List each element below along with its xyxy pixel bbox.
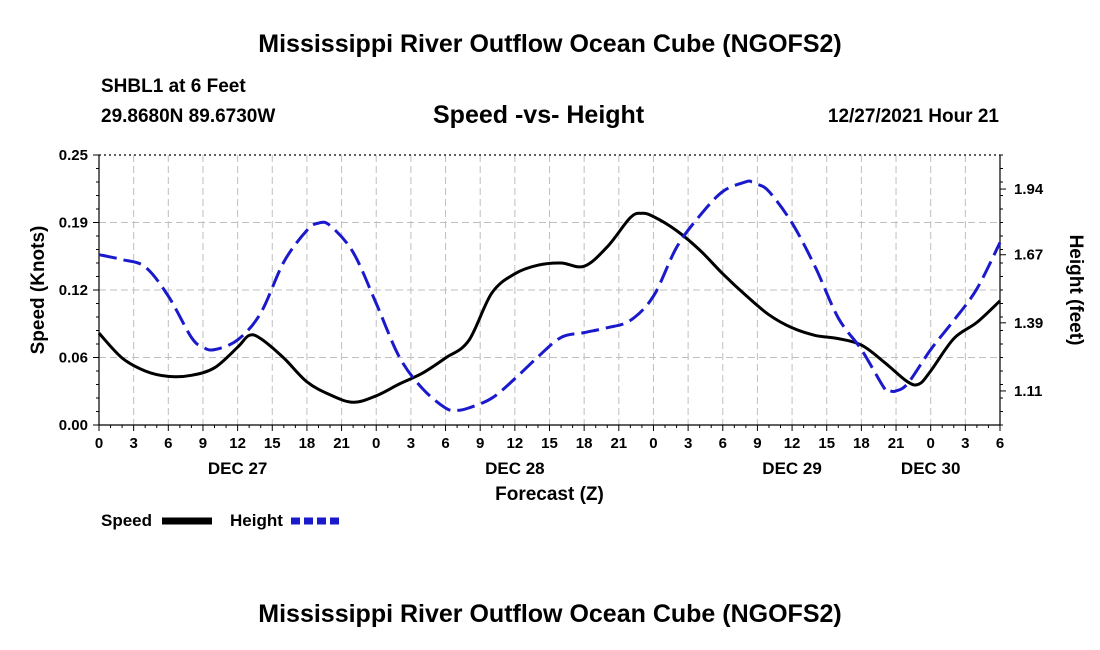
x-tick-label: 9 bbox=[753, 435, 761, 452]
y-left-tick-label: 0.25 bbox=[59, 147, 88, 164]
x-tick-label: 3 bbox=[407, 435, 415, 452]
y-right-tick-label: 1.39 bbox=[1014, 315, 1043, 332]
y-right-axis-title: Height (feet) bbox=[1065, 235, 1086, 346]
y-left-tick-label: 0.06 bbox=[59, 350, 88, 367]
x-axis-title: Forecast (Z) bbox=[495, 484, 604, 505]
legend-height-label: Height bbox=[230, 511, 283, 530]
x-tick-label: 18 bbox=[576, 435, 593, 452]
x-tick-label: 12 bbox=[507, 435, 524, 452]
x-tick-label: 0 bbox=[927, 435, 935, 452]
x-tick-label: 15 bbox=[541, 435, 558, 452]
y-left-tick-label: 0.00 bbox=[59, 417, 88, 434]
x-tick-label: 21 bbox=[333, 435, 350, 452]
x-tick-label: 3 bbox=[961, 435, 969, 452]
chart-title: Mississippi River Outflow Ocean Cube (NG… bbox=[258, 30, 842, 58]
x-tick-label: 21 bbox=[888, 435, 905, 452]
x-day-label: DEC 27 bbox=[208, 459, 268, 478]
x-tick-label: 18 bbox=[853, 435, 870, 452]
x-tick-label: 15 bbox=[264, 435, 281, 452]
series-line-height bbox=[98, 179, 1002, 413]
x-tick-label: 18 bbox=[299, 435, 316, 452]
y-right-tick-label: 1.67 bbox=[1014, 247, 1043, 264]
station-name: SHBL1 at 6 Feet bbox=[101, 76, 246, 97]
y-left-tick-label: 0.12 bbox=[59, 282, 88, 299]
forecast-datetime: 12/27/2021 Hour 21 bbox=[827, 106, 999, 127]
x-tick-label: 0 bbox=[95, 435, 103, 452]
x-tick-label: 9 bbox=[476, 435, 484, 452]
x-tick-label: 15 bbox=[818, 435, 835, 452]
x-tick-label: 3 bbox=[129, 435, 137, 452]
x-tick-label: 6 bbox=[164, 435, 172, 452]
x-day-label: DEC 30 bbox=[901, 459, 961, 478]
x-tick-label: 6 bbox=[441, 435, 449, 452]
x-tick-label: 0 bbox=[649, 435, 657, 452]
x-tick-label: 6 bbox=[996, 435, 1004, 452]
series-line-speed bbox=[97, 211, 1002, 404]
legend-speed-label: Speed bbox=[101, 511, 152, 530]
x-tick-label: 12 bbox=[229, 435, 246, 452]
station-coordinates: 29.8680N 89.6730W bbox=[101, 106, 276, 127]
x-day-label: DEC 28 bbox=[485, 459, 545, 478]
x-tick-label: 12 bbox=[784, 435, 801, 452]
x-tick-label: 6 bbox=[719, 435, 727, 452]
y-right-tick-label: 1.94 bbox=[1014, 181, 1044, 198]
x-tick-label: 0 bbox=[372, 435, 380, 452]
footer-title: Mississippi River Outflow Ocean Cube (NG… bbox=[258, 600, 842, 628]
y-left-axis-title: Speed (Knots) bbox=[28, 226, 49, 355]
x-tick-label: 21 bbox=[610, 435, 627, 452]
y-right-tick-label: 1.11 bbox=[1014, 383, 1042, 400]
x-day-label: DEC 29 bbox=[762, 459, 822, 478]
x-tick-label: 3 bbox=[684, 435, 692, 452]
y-left-tick-label: 0.19 bbox=[59, 215, 88, 232]
x-tick-label: 9 bbox=[199, 435, 207, 452]
chart-subtitle: Speed -vs- Height bbox=[433, 101, 645, 129]
